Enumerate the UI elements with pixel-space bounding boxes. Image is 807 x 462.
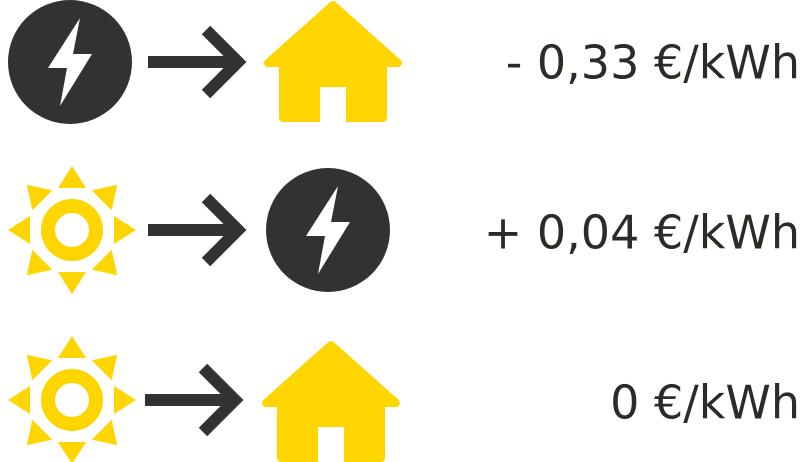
row: + 0,04 €/kWh: [8, 166, 800, 294]
arrow: [145, 368, 235, 432]
price: 0 €/kWh: [610, 376, 800, 430]
grid-icon: [266, 168, 390, 292]
sun-icon: [8, 166, 136, 294]
row: 0 €/kWh: [8, 336, 800, 462]
row: - 0,33 €/kWh: [8, 0, 800, 124]
sun-icon: [8, 336, 136, 462]
house-icon: [268, 5, 398, 123]
arrow: [148, 30, 238, 94]
grid-icon: [8, 0, 132, 124]
house-icon: [266, 345, 396, 462]
arrow: [148, 198, 238, 262]
price: - 0,33 €/kWh: [506, 36, 800, 90]
price: + 0,04 €/kWh: [484, 206, 800, 260]
